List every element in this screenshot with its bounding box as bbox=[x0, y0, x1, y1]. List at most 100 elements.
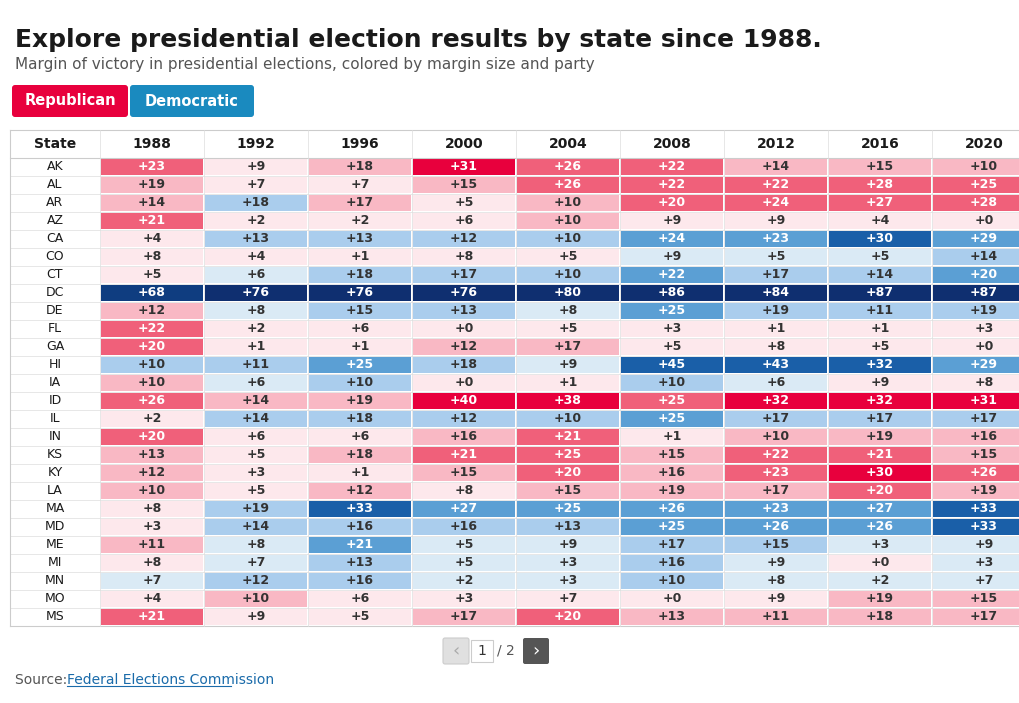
Text: +0: +0 bbox=[453, 377, 473, 389]
Text: Democratic: Democratic bbox=[145, 93, 238, 108]
Bar bbox=[413, 519, 515, 535]
Bar bbox=[413, 231, 515, 247]
Text: +10: +10 bbox=[138, 377, 166, 389]
Bar bbox=[621, 231, 722, 247]
Text: +22: +22 bbox=[657, 269, 686, 281]
Text: +30: +30 bbox=[865, 467, 893, 479]
Text: +28: +28 bbox=[865, 179, 893, 191]
Bar bbox=[205, 447, 307, 463]
Text: Federal Elections Commission: Federal Elections Commission bbox=[67, 673, 274, 687]
Text: DE: DE bbox=[46, 304, 63, 318]
Bar bbox=[309, 339, 411, 355]
Text: +15: +15 bbox=[449, 179, 478, 191]
Text: +9: +9 bbox=[557, 359, 577, 371]
Bar bbox=[932, 501, 1019, 517]
Bar bbox=[205, 591, 307, 607]
Bar bbox=[413, 321, 515, 337]
FancyBboxPatch shape bbox=[442, 638, 469, 664]
Bar bbox=[101, 267, 203, 283]
Bar bbox=[932, 195, 1019, 211]
Text: DC: DC bbox=[46, 287, 64, 299]
Text: 1992: 1992 bbox=[236, 137, 275, 151]
Bar bbox=[932, 591, 1019, 607]
Text: +17: +17 bbox=[657, 538, 686, 551]
Bar bbox=[725, 213, 826, 229]
Text: KS: KS bbox=[47, 449, 63, 461]
Text: +29: +29 bbox=[969, 233, 997, 245]
Bar bbox=[517, 195, 619, 211]
Bar bbox=[621, 177, 722, 193]
Text: +25: +25 bbox=[657, 394, 686, 408]
Bar bbox=[413, 249, 515, 265]
Text: +18: +18 bbox=[242, 197, 270, 209]
Bar bbox=[828, 411, 930, 427]
Bar bbox=[309, 267, 411, 283]
Text: +27: +27 bbox=[865, 197, 894, 209]
Text: Source:: Source: bbox=[15, 673, 71, 687]
Text: +11: +11 bbox=[761, 610, 790, 624]
Bar bbox=[413, 339, 515, 355]
Text: +0: +0 bbox=[869, 557, 889, 569]
Bar bbox=[621, 429, 722, 445]
Bar bbox=[205, 609, 307, 625]
Text: +8: +8 bbox=[557, 304, 577, 318]
Text: +5: +5 bbox=[246, 484, 265, 498]
Bar bbox=[932, 573, 1019, 589]
Bar bbox=[205, 177, 307, 193]
Text: +1: +1 bbox=[557, 377, 577, 389]
Bar bbox=[932, 555, 1019, 571]
Bar bbox=[101, 159, 203, 175]
Text: ›: › bbox=[532, 642, 539, 660]
Text: +6: +6 bbox=[453, 214, 473, 228]
Text: +22: +22 bbox=[138, 323, 166, 335]
Bar bbox=[725, 429, 826, 445]
Bar bbox=[725, 465, 826, 481]
Text: +17: +17 bbox=[865, 413, 894, 425]
Bar bbox=[621, 267, 722, 283]
Bar bbox=[621, 357, 722, 373]
Text: 2004: 2004 bbox=[548, 137, 587, 151]
Text: +5: +5 bbox=[246, 449, 265, 461]
Text: +25: +25 bbox=[657, 413, 686, 425]
Text: 2020: 2020 bbox=[964, 137, 1003, 151]
Bar bbox=[309, 519, 411, 535]
Text: +87: +87 bbox=[865, 287, 893, 299]
Text: +10: +10 bbox=[553, 233, 582, 245]
Bar bbox=[413, 267, 515, 283]
Text: +5: +5 bbox=[453, 538, 473, 551]
Text: +0: +0 bbox=[973, 340, 993, 354]
Bar bbox=[101, 555, 203, 571]
Text: 1988: 1988 bbox=[132, 137, 171, 151]
Text: +1: +1 bbox=[246, 340, 265, 354]
Bar bbox=[932, 213, 1019, 229]
Text: +10: +10 bbox=[553, 269, 582, 281]
Bar bbox=[621, 195, 722, 211]
Bar bbox=[309, 321, 411, 337]
Text: +9: +9 bbox=[247, 160, 265, 174]
Bar bbox=[101, 447, 203, 463]
Text: +13: +13 bbox=[138, 449, 166, 461]
Text: +21: +21 bbox=[449, 449, 478, 461]
Text: 2000: 2000 bbox=[444, 137, 483, 151]
Bar bbox=[309, 303, 411, 319]
Text: +13: +13 bbox=[553, 520, 582, 534]
Text: +7: +7 bbox=[973, 574, 993, 588]
Bar bbox=[725, 519, 826, 535]
Bar bbox=[621, 285, 722, 301]
Bar bbox=[621, 483, 722, 499]
Bar bbox=[413, 501, 515, 517]
Text: +12: +12 bbox=[242, 574, 270, 588]
Text: MD: MD bbox=[45, 520, 65, 534]
Bar bbox=[621, 573, 722, 589]
Bar bbox=[413, 537, 515, 553]
Text: +14: +14 bbox=[242, 413, 270, 425]
Bar bbox=[932, 429, 1019, 445]
Text: +16: +16 bbox=[657, 467, 686, 479]
Text: +18: +18 bbox=[449, 359, 478, 371]
Text: +1: +1 bbox=[350, 250, 369, 264]
FancyBboxPatch shape bbox=[12, 85, 127, 117]
Bar bbox=[309, 429, 411, 445]
Bar bbox=[725, 177, 826, 193]
Text: +13: +13 bbox=[345, 557, 374, 569]
Text: +17: +17 bbox=[761, 413, 790, 425]
